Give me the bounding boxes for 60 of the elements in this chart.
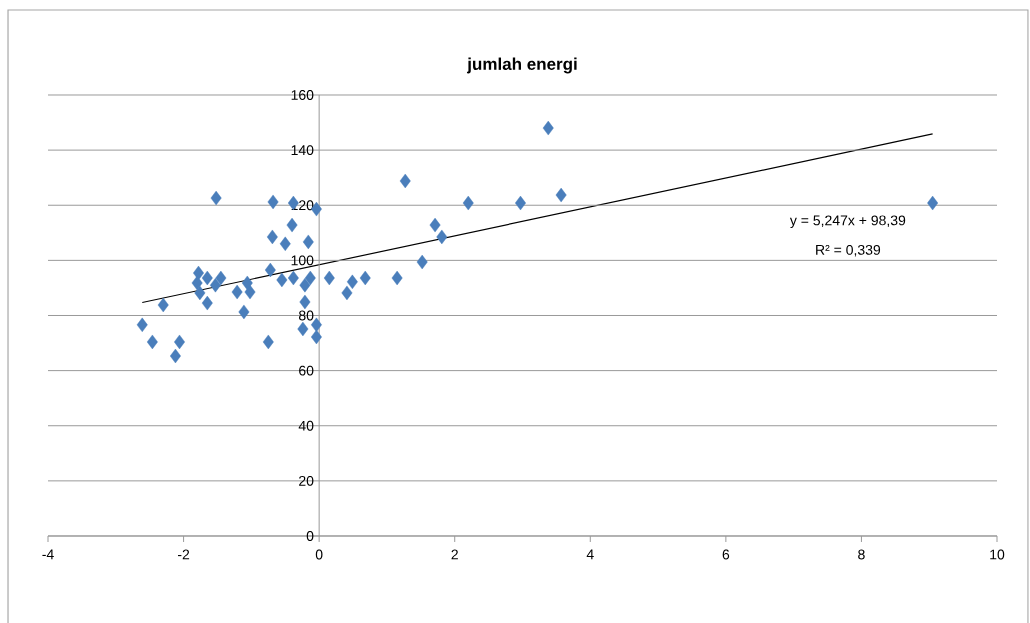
y-tick-label: 0 <box>306 531 314 541</box>
point <box>169 348 181 364</box>
y-tick-label: 100 <box>291 255 314 266</box>
point <box>136 317 148 333</box>
annotation: R² = 0,339 <box>816 244 881 257</box>
point <box>416 254 428 270</box>
point <box>297 321 309 337</box>
point <box>264 262 276 278</box>
point <box>209 277 221 293</box>
point <box>299 277 311 293</box>
y-tick-label: 160 <box>291 90 314 100</box>
x-tick-label: 10 <box>990 549 1005 560</box>
y-tick-label: 40 <box>298 420 314 431</box>
x-tick-label: 6 <box>722 549 730 560</box>
point <box>927 195 939 211</box>
point <box>302 234 314 250</box>
y-tick-label: 80 <box>298 310 314 321</box>
x-tick-label: 0 <box>315 549 323 560</box>
point <box>436 229 448 245</box>
point <box>244 284 256 300</box>
point <box>359 270 371 286</box>
point <box>542 120 554 136</box>
point <box>391 270 403 286</box>
point <box>231 284 243 300</box>
point <box>323 270 335 286</box>
y-tick-label: 60 <box>299 365 314 376</box>
point <box>279 236 291 252</box>
point <box>346 274 358 290</box>
point <box>215 270 227 286</box>
point <box>555 187 567 203</box>
point <box>286 217 298 233</box>
point <box>287 270 299 286</box>
point <box>157 297 169 313</box>
x-tick-label: 2 <box>451 549 458 560</box>
point <box>276 272 288 288</box>
chart-title: jumlah energi <box>466 57 577 74</box>
x-tick-label: -2 <box>177 549 190 560</box>
point <box>399 173 411 189</box>
x-tick-label: 4 <box>586 549 594 560</box>
y-tick-label: 140 <box>291 145 314 156</box>
point <box>191 275 203 291</box>
point <box>210 190 222 206</box>
point <box>266 229 278 245</box>
point <box>201 295 213 311</box>
point <box>310 329 322 345</box>
point <box>304 270 316 286</box>
y-tick-label: 20 <box>299 475 314 486</box>
x-tick-label: -4 <box>42 549 54 560</box>
point <box>341 285 353 301</box>
point <box>429 217 441 233</box>
annotation: y = 5,247x + 98,39 <box>789 215 906 229</box>
point <box>194 285 206 301</box>
point <box>238 304 250 320</box>
point <box>146 334 158 350</box>
x-tick-label: 8 <box>858 549 865 560</box>
point <box>262 334 274 350</box>
point <box>201 270 213 286</box>
point <box>462 195 474 211</box>
point <box>299 294 311 310</box>
point <box>267 194 279 210</box>
